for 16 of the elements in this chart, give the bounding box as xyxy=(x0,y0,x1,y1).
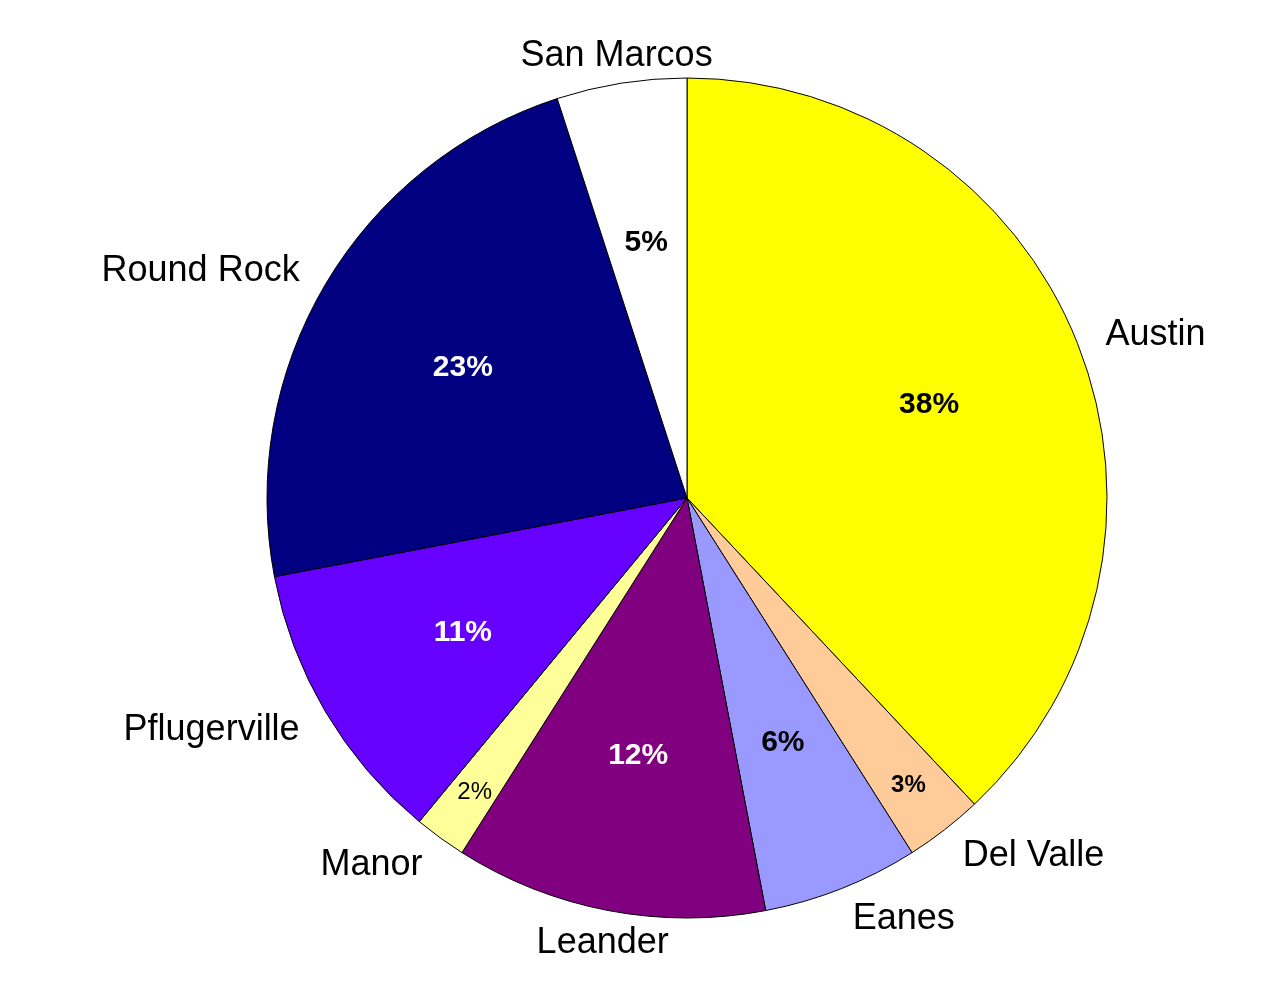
slice-label: Round Rock xyxy=(101,248,301,290)
slice-label: Eanes xyxy=(852,895,955,937)
data-label: 5% xyxy=(624,224,668,258)
slice-label: Manor xyxy=(320,841,423,883)
data-label: 38% xyxy=(899,385,960,419)
slice-label: San Marcos xyxy=(520,33,713,75)
slice-label: Austin xyxy=(1105,311,1206,353)
slice-label: Pflugerville xyxy=(123,706,300,748)
slice-label: Del Valle xyxy=(962,833,1105,875)
data-label: 6% xyxy=(761,723,805,757)
data-label: 3% xyxy=(891,769,926,797)
data-label: 12% xyxy=(608,737,669,771)
data-label: 23% xyxy=(432,348,493,382)
data-label: 11% xyxy=(433,614,493,648)
data-label: 2% xyxy=(457,776,493,804)
slice-label: Leander xyxy=(536,919,669,961)
